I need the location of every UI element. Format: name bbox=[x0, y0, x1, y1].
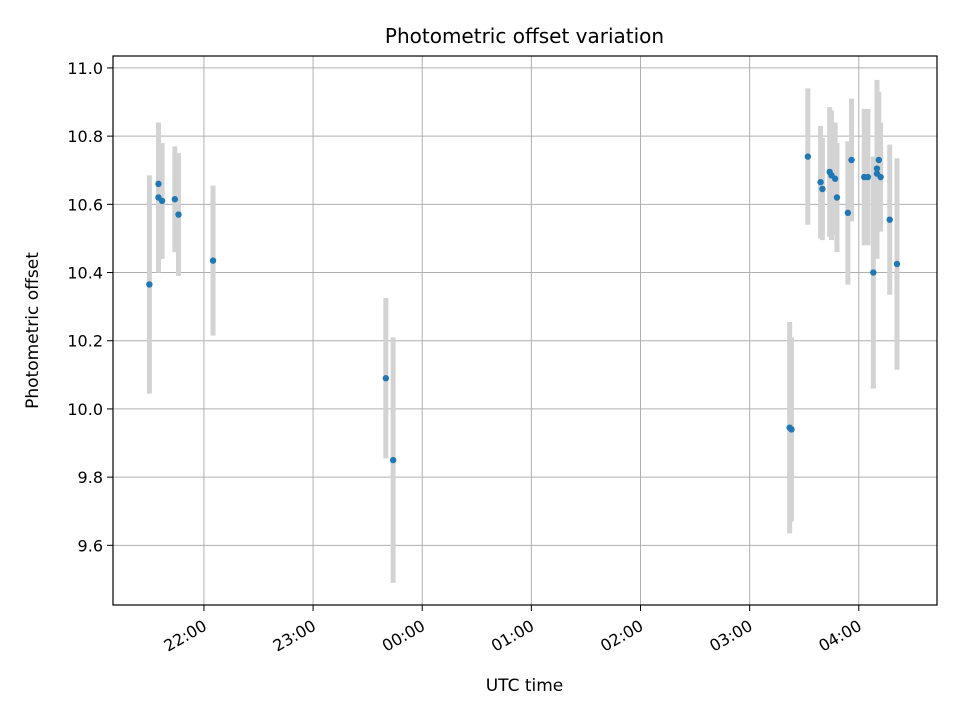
y-axis: 9.6 9.8 10.0 10.2 10.4 10.6 10.8 11.0 bbox=[67, 59, 113, 555]
y-tick-label: 10.4 bbox=[67, 264, 103, 283]
x-tick-label: 22:00 bbox=[161, 616, 210, 656]
x-tick-label: 04:00 bbox=[815, 616, 864, 656]
data-point bbox=[831, 175, 839, 182]
plot-frame bbox=[112, 55, 938, 606]
y-tick-label: 10.8 bbox=[67, 127, 103, 146]
data-point bbox=[146, 281, 153, 288]
data-points bbox=[146, 153, 901, 464]
y-tick-label: 10.2 bbox=[67, 332, 103, 351]
y-tick-label: 10.6 bbox=[67, 195, 103, 214]
data-point bbox=[875, 156, 882, 164]
x-tick-label: 02:00 bbox=[597, 616, 646, 656]
y-tick-label: 10.0 bbox=[67, 400, 103, 419]
y-tick-label: 9.8 bbox=[78, 468, 103, 487]
x-tick-label: 23:00 bbox=[270, 616, 319, 656]
x-tick-label: 03:00 bbox=[706, 616, 755, 656]
error-bars bbox=[146, 79, 900, 583]
data-point bbox=[886, 216, 893, 223]
data-point bbox=[158, 197, 166, 205]
y-axis-label: Photometric offset bbox=[23, 252, 43, 409]
data-point bbox=[833, 194, 841, 201]
data-point bbox=[844, 209, 852, 217]
data-point bbox=[877, 173, 884, 181]
x-axis-label: UTC time bbox=[486, 676, 564, 696]
data-point bbox=[864, 173, 872, 181]
x-axis: 22:00 23:00 00:00 01:00 02:00 03:00 04:00 bbox=[161, 605, 865, 656]
chart-title: Photometric offset variation bbox=[385, 24, 664, 48]
data-point bbox=[171, 196, 179, 203]
data-point bbox=[209, 257, 217, 264]
data-point bbox=[788, 426, 795, 433]
x-tick-label: 00:00 bbox=[379, 616, 428, 656]
y-tick-label: 9.6 bbox=[78, 536, 103, 555]
data-point bbox=[175, 211, 182, 218]
data-point bbox=[893, 260, 901, 268]
x-tick-label: 01:00 bbox=[488, 616, 537, 656]
y-tick-label: 11.0 bbox=[67, 59, 103, 78]
data-point bbox=[819, 185, 826, 193]
data-point bbox=[382, 375, 390, 382]
data-point bbox=[870, 269, 877, 276]
data-point bbox=[389, 456, 397, 464]
data-point bbox=[817, 178, 824, 186]
data-point bbox=[155, 180, 162, 188]
data-point bbox=[873, 165, 881, 172]
data-point bbox=[804, 153, 812, 160]
grid bbox=[113, 56, 937, 605]
data-point bbox=[848, 156, 855, 164]
